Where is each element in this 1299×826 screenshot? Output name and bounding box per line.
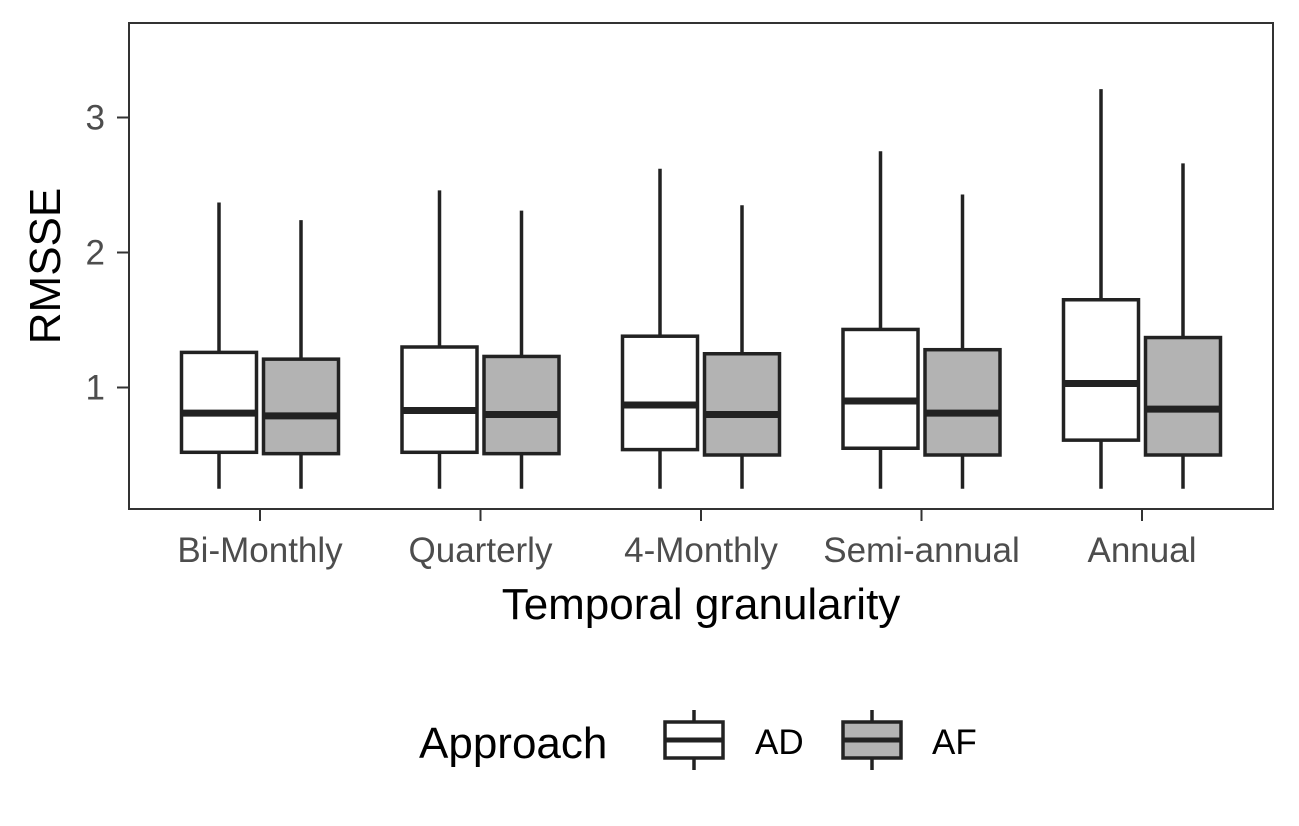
legend-key-af: AF	[841, 710, 977, 770]
x-tick-label-0: Bi-Monthly	[177, 531, 343, 570]
y-axis-title: RMSSE	[21, 188, 70, 344]
x-tick-label-1: Quarterly	[409, 531, 553, 570]
box-body	[179, 350, 259, 455]
box-ad-0	[179, 202, 259, 489]
x-tick-label-3: Semi-annual	[823, 531, 1020, 570]
box-ad-2	[620, 168, 700, 489]
box-af-3	[923, 194, 1002, 489]
y-tick-label-1: 2	[86, 234, 105, 273]
box-body	[400, 345, 479, 455]
box-af-0	[261, 220, 341, 489]
box-ad-1	[400, 190, 479, 489]
box-body	[482, 354, 561, 456]
legend-title: Approach	[419, 719, 607, 768]
box-body	[1143, 335, 1223, 457]
box-af-4	[1143, 163, 1223, 489]
box-ad-3	[841, 151, 920, 489]
x-axis-title: Temporal granularity	[502, 580, 901, 629]
y-tick-label-0: 1	[86, 369, 105, 408]
box-body	[923, 347, 1002, 457]
box-body	[261, 357, 341, 456]
legend: Approach AD AF	[419, 710, 977, 770]
legend-label-ad: AD	[755, 723, 804, 762]
x-axis: Bi-Monthly Quarterly 4-Monthly Semi-annual A…	[177, 509, 1196, 570]
box-af-1	[482, 210, 561, 489]
y-tick-label-2: 3	[86, 99, 105, 138]
x-tick-label-4: Annual	[1088, 531, 1197, 570]
y-axis: 1 2 3	[86, 99, 129, 408]
box-ad-4	[1061, 89, 1141, 489]
box-body	[1061, 298, 1141, 442]
boxes-layer	[179, 89, 1223, 489]
box-body	[841, 327, 920, 451]
x-tick-label-2: 4-Monthly	[624, 531, 778, 570]
box-body	[702, 352, 782, 457]
box-af-2	[702, 205, 782, 489]
legend-key-ad: AD	[663, 710, 804, 770]
legend-label-af: AF	[932, 723, 977, 762]
box-body	[620, 334, 700, 452]
